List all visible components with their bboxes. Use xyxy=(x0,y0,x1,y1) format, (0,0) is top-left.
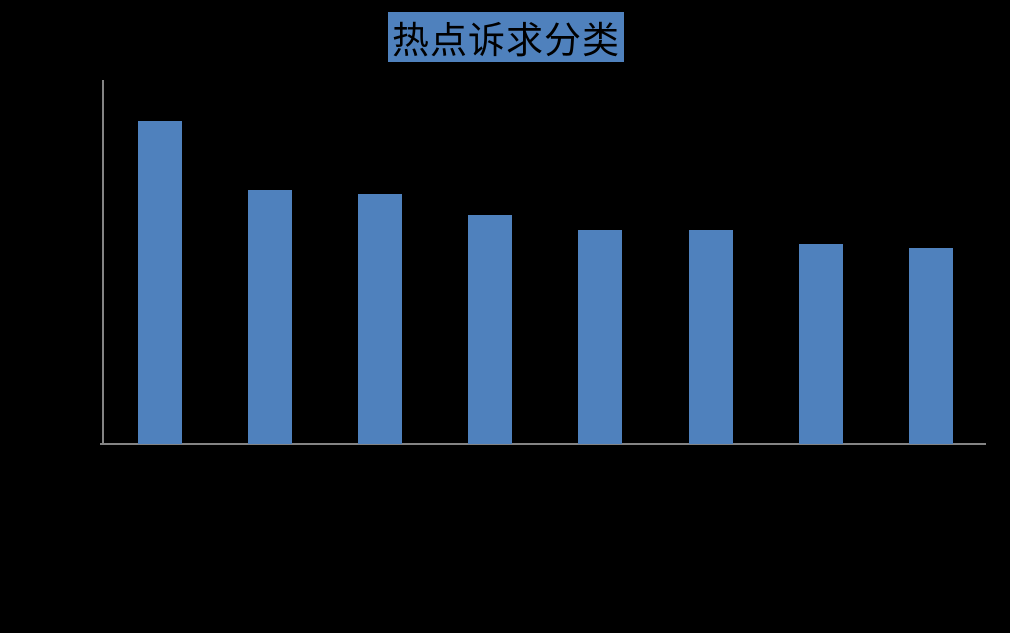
x-axis-line xyxy=(100,443,986,445)
bar xyxy=(909,248,953,444)
bar xyxy=(468,215,512,444)
bar xyxy=(689,230,733,444)
chart-title: 热点诉求分类 xyxy=(388,12,624,62)
y-axis-line xyxy=(102,80,104,444)
bar xyxy=(799,244,843,444)
bar xyxy=(358,194,402,444)
bar xyxy=(138,121,182,444)
bar xyxy=(578,230,622,444)
bar xyxy=(248,190,292,444)
